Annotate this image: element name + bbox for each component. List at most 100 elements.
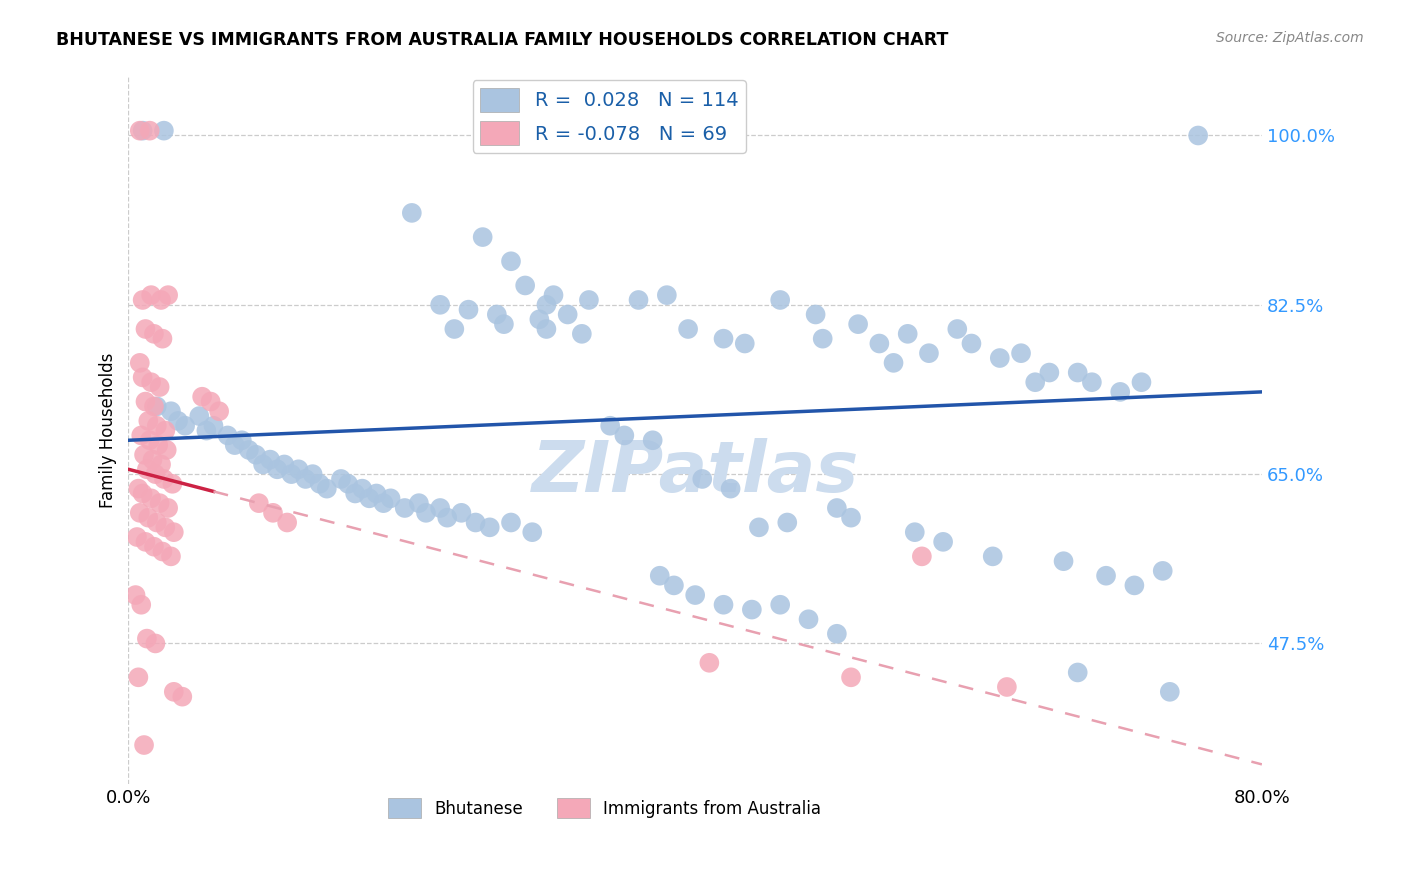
Point: [125, 530, 148, 544]
Point: [163, 525, 186, 540]
Point: [139, 288, 162, 302]
Point: [266, 462, 288, 476]
Point: [155, 424, 177, 438]
Point: [394, 500, 416, 515]
Point: [131, 370, 153, 384]
Point: [259, 452, 281, 467]
Point: [160, 549, 183, 564]
Point: [797, 612, 820, 626]
Point: [811, 332, 834, 346]
Point: [499, 254, 522, 268]
Point: [1152, 564, 1174, 578]
Point: [172, 690, 194, 704]
Point: [769, 598, 792, 612]
Point: [134, 534, 156, 549]
Point: [129, 598, 152, 612]
Point: [301, 467, 323, 482]
Point: [142, 452, 165, 467]
Point: [1038, 366, 1060, 380]
Point: [641, 434, 664, 448]
Point: [153, 123, 176, 137]
Point: [276, 516, 298, 530]
Point: [457, 302, 479, 317]
Point: [960, 336, 983, 351]
Point: [1067, 366, 1090, 380]
Text: BHUTANESE VS IMMIGRANTS FROM AUSTRALIA FAMILY HOUSEHOLDS CORRELATION CHART: BHUTANESE VS IMMIGRANTS FROM AUSTRALIA F…: [56, 31, 949, 49]
Point: [136, 510, 159, 524]
Point: [436, 510, 458, 524]
Text: Source: ZipAtlas.com: Source: ZipAtlas.com: [1216, 31, 1364, 45]
Point: [995, 680, 1018, 694]
Point: [911, 549, 934, 564]
Point: [195, 424, 218, 438]
Point: [981, 549, 1004, 564]
Point: [146, 418, 169, 433]
Point: [153, 472, 176, 486]
Point: [294, 472, 316, 486]
Point: [366, 486, 388, 500]
Point: [156, 442, 179, 457]
Point: [145, 636, 167, 650]
Point: [741, 602, 763, 616]
Point: [330, 472, 353, 486]
Point: [131, 123, 153, 137]
Point: [1067, 665, 1090, 680]
Point: [157, 288, 180, 302]
Point: [825, 500, 848, 515]
Point: [337, 476, 360, 491]
Point: [352, 482, 374, 496]
Point: [804, 308, 827, 322]
Point: [252, 458, 274, 472]
Point: [134, 322, 156, 336]
Point: [648, 568, 671, 582]
Point: [627, 293, 650, 307]
Point: [308, 476, 330, 491]
Point: [287, 462, 309, 476]
Point: [1159, 685, 1181, 699]
Point: [155, 520, 177, 534]
Point: [897, 326, 920, 341]
Point: [839, 510, 862, 524]
Point: [143, 540, 166, 554]
Point: [231, 434, 253, 448]
Point: [536, 322, 558, 336]
Point: [380, 491, 402, 506]
Point: [450, 506, 472, 520]
Point: [134, 394, 156, 409]
Point: [713, 598, 735, 612]
Point: [152, 544, 174, 558]
Point: [135, 632, 157, 646]
Point: [443, 322, 465, 336]
Point: [713, 332, 735, 346]
Point: [128, 356, 150, 370]
Point: [174, 418, 197, 433]
Point: [273, 458, 295, 472]
Point: [149, 496, 172, 510]
Point: [522, 525, 544, 540]
Point: [1081, 375, 1104, 389]
Point: [139, 375, 162, 389]
Point: [904, 525, 927, 540]
Point: [1095, 568, 1118, 582]
Point: [571, 326, 593, 341]
Point: [578, 293, 600, 307]
Point: [163, 685, 186, 699]
Point: [839, 670, 862, 684]
Point: [918, 346, 941, 360]
Point: [247, 496, 270, 510]
Point: [769, 293, 792, 307]
Point: [146, 400, 169, 414]
Point: [143, 326, 166, 341]
Point: [162, 476, 184, 491]
Point: [188, 409, 211, 423]
Point: [146, 516, 169, 530]
Point: [536, 298, 558, 312]
Point: [1109, 384, 1132, 399]
Point: [160, 404, 183, 418]
Point: [946, 322, 969, 336]
Point: [662, 578, 685, 592]
Point: [132, 448, 155, 462]
Point: [149, 380, 172, 394]
Point: [485, 308, 508, 322]
Point: [932, 534, 955, 549]
